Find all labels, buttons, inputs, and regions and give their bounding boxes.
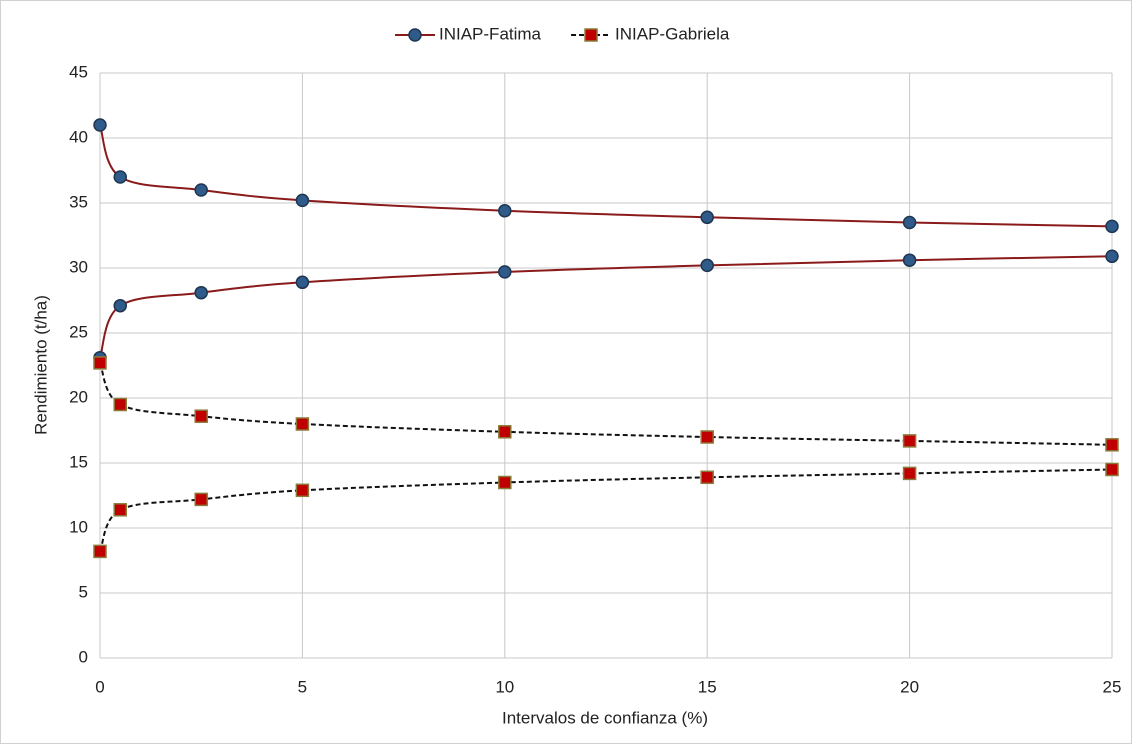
data-point	[295, 483, 310, 498]
legend-marker	[584, 28, 598, 42]
data-point	[498, 265, 512, 279]
data-point	[113, 503, 127, 517]
data-point	[1105, 219, 1119, 234]
data-point	[93, 118, 107, 132]
y-tick-label: 25	[69, 322, 88, 341]
x-tick-label: 0	[95, 677, 104, 696]
x-tick-label: 20	[900, 677, 919, 696]
data-point	[194, 183, 208, 197]
data-point	[498, 425, 512, 439]
y-tick-label: 0	[79, 647, 88, 666]
y-tick-label: 40	[69, 127, 88, 146]
data-point	[93, 356, 107, 370]
y-axis-label: Rendimiento (t/ha)	[31, 295, 50, 435]
data-point	[295, 417, 310, 431]
data-point	[295, 275, 310, 290]
data-point	[295, 193, 310, 208]
data-point	[902, 434, 917, 448]
y-tick-label: 45	[69, 62, 88, 81]
data-point	[1105, 438, 1119, 452]
y-tick-label: 35	[69, 192, 88, 211]
data-point	[700, 470, 714, 485]
data-point	[113, 397, 127, 412]
x-tick-label: 5	[298, 677, 307, 696]
data-point	[1105, 249, 1119, 264]
y-tick-label: 5	[79, 582, 88, 601]
y-tick-label: 15	[69, 452, 88, 471]
legend-label: INIAP-Gabriela	[615, 24, 730, 43]
data-point	[498, 475, 512, 490]
y-tick-label: 30	[69, 257, 88, 276]
data-point	[902, 215, 917, 230]
data-point	[700, 258, 714, 273]
data-point	[700, 430, 714, 444]
data-point	[700, 210, 714, 225]
y-tick-label: 10	[69, 517, 88, 536]
data-point	[194, 409, 208, 423]
data-point	[194, 492, 208, 507]
x-axis-label: Intervalos de confianza (%)	[502, 708, 708, 727]
data-point	[194, 285, 208, 300]
data-point	[113, 170, 127, 184]
legend-label: INIAP-Fatima	[439, 24, 542, 43]
x-tick-label: 25	[1103, 677, 1122, 696]
data-point	[113, 298, 127, 313]
data-point	[498, 204, 512, 218]
data-point	[1105, 462, 1119, 477]
data-point	[93, 544, 107, 559]
x-tick-label: 15	[698, 677, 717, 696]
legend-marker	[408, 28, 422, 42]
x-tick-label: 10	[495, 677, 514, 696]
y-tick-label: 20	[69, 387, 88, 406]
data-point	[902, 466, 917, 481]
data-point	[902, 253, 917, 267]
